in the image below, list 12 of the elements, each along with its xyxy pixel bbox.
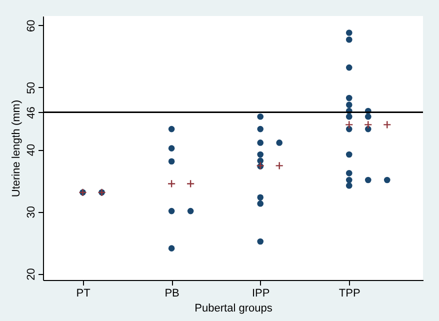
x-tick-label: TPP [338, 288, 360, 300]
y-axis-title: Uterine length (mm) [10, 100, 22, 198]
y-tick-label: 50 [26, 82, 38, 94]
y-tick-label: 60 [26, 20, 38, 32]
x-axis-title: Pubertal groups [194, 302, 273, 314]
x-tick-label: PT [76, 288, 91, 300]
y-tick-label: 20 [26, 268, 38, 280]
x-tick-label: IPP [252, 288, 270, 300]
x-tick-label: PB [164, 288, 180, 300]
y-tick-label: 46 [26, 106, 38, 119]
y-tick-label: 40 [26, 144, 38, 156]
y-tick-label: 30 [26, 206, 38, 218]
